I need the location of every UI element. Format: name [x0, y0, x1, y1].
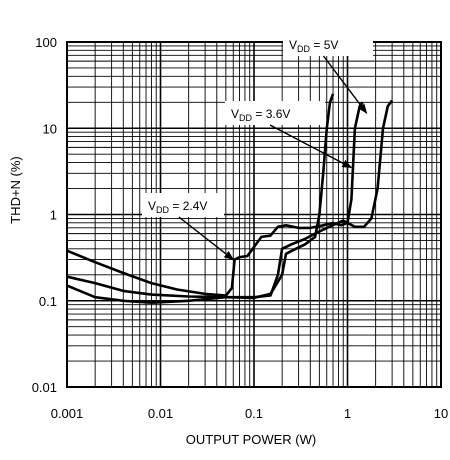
annotation-label: VDD = 2.4V — [148, 199, 207, 215]
y-tick-label: 0.01 — [32, 380, 57, 395]
annotation-arrow — [178, 216, 235, 261]
y-tick-label: 10 — [43, 121, 57, 136]
annotation-box — [142, 193, 224, 217]
annotation-label: VDD = 3.6V — [231, 107, 290, 123]
y-tick-label: 1 — [50, 208, 57, 223]
series-line-2 — [66, 93, 335, 300]
tick-labels: 0.001 0.01 0.1 1 10 0.01 0.1 1 10 100 — [32, 35, 449, 421]
x-tick-label: 1 — [344, 406, 351, 421]
x-axis-title: OUTPUT POWER (W) — [186, 432, 316, 447]
x-tick-label: 10 — [434, 406, 448, 421]
y-axis-title: THD+N (%) — [8, 156, 23, 224]
y-tick-label: 100 — [35, 35, 57, 50]
annotations: VDD = 5V VDD = 3.6V VDD = 2.4V — [142, 32, 373, 261]
series-line-3 — [66, 99, 394, 305]
annotation-box — [225, 101, 325, 125]
grid — [66, 41, 442, 388]
annotation-arrow — [322, 55, 368, 114]
annotation-label: VDD = 5V — [289, 38, 338, 54]
x-tick-label: 0.01 — [148, 406, 173, 421]
y-tick-label: 0.1 — [39, 294, 57, 309]
plot-frame — [66, 41, 442, 388]
annotation-arrow — [269, 124, 353, 169]
curves — [66, 93, 394, 305]
annotation-box — [283, 32, 373, 56]
x-tick-label: 0.1 — [245, 406, 263, 421]
x-tick-label: 0.001 — [51, 406, 84, 421]
